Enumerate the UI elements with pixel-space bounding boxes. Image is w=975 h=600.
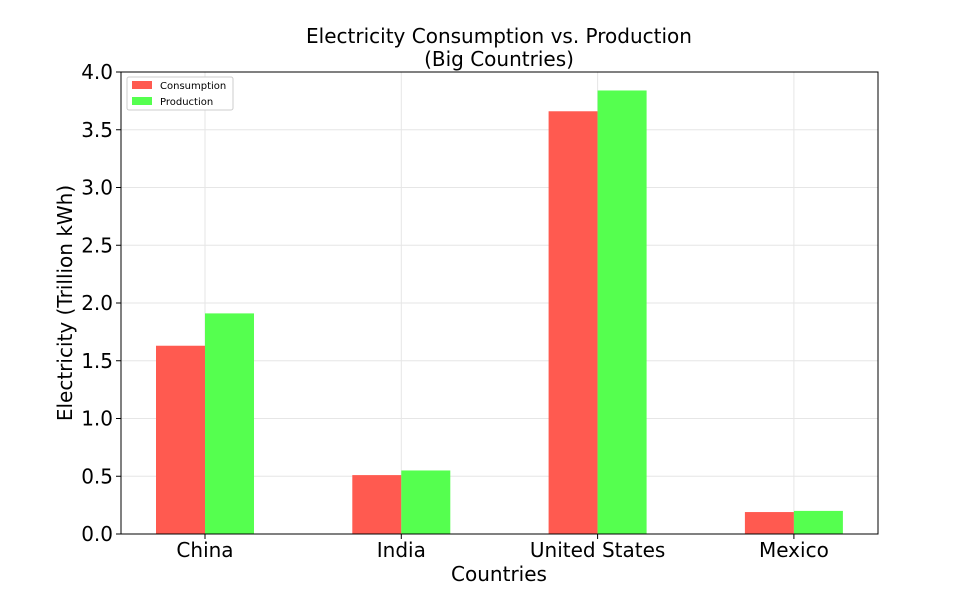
x-tick-label: United States bbox=[530, 538, 665, 562]
y-tick-label: 1.5 bbox=[81, 349, 113, 373]
x-axis-title: Countries bbox=[451, 562, 547, 586]
legend-swatch-production bbox=[132, 97, 152, 105]
y-axis-ticks: 0.0 0.5 1.0 1.5 2.0 2.5 3.0 3.5 4.0 bbox=[81, 60, 121, 546]
legend-swatch-consumption bbox=[132, 81, 152, 89]
bar-production-mexico bbox=[793, 510, 843, 534]
bar-production-china bbox=[205, 313, 254, 534]
y-axis-title: Electricity (Trillion kWh) bbox=[53, 185, 77, 421]
x-tick-label: China bbox=[176, 538, 233, 562]
bar-consumption-united-states bbox=[548, 111, 598, 535]
bar-consumption-china bbox=[156, 345, 205, 534]
y-tick-label: 4.0 bbox=[81, 60, 113, 84]
chart-subtitle: (Big Countries) bbox=[424, 47, 574, 71]
x-axis-ticks: China India United States Mexico bbox=[176, 534, 829, 562]
x-tick-label: India bbox=[377, 538, 426, 562]
bars bbox=[156, 90, 843, 535]
x-tick-label: Mexico bbox=[759, 538, 829, 562]
y-tick-label: 2.5 bbox=[81, 233, 113, 257]
y-tick-label: 0.5 bbox=[81, 464, 113, 488]
legend-label-production: Production bbox=[160, 97, 213, 108]
bar-production-united-states bbox=[597, 90, 647, 534]
y-tick-label: 0.0 bbox=[81, 522, 113, 546]
legend-box bbox=[126, 76, 234, 111]
legend-label-consumption: Consumption bbox=[160, 81, 226, 92]
y-tick-label: 2.0 bbox=[81, 291, 113, 315]
bar-production-india bbox=[401, 470, 451, 534]
y-tick-label: 1.0 bbox=[81, 407, 113, 431]
bar-consumption-india bbox=[352, 475, 402, 534]
bar-consumption-mexico bbox=[744, 512, 794, 534]
chart-title: Electricity Consumption vs. Production bbox=[306, 24, 692, 48]
y-tick-label: 3.0 bbox=[81, 176, 113, 200]
y-tick-label: 3.5 bbox=[81, 118, 113, 142]
legend: Consumption Production bbox=[126, 76, 234, 111]
